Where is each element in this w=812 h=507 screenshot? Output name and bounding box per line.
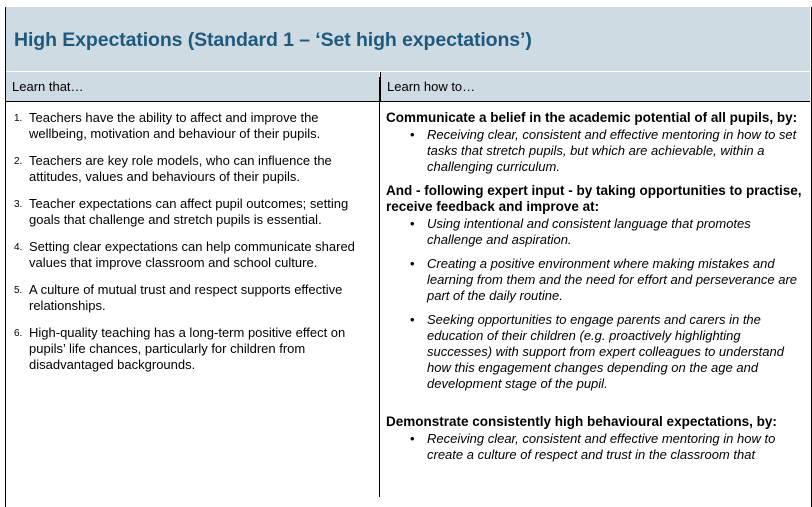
- list-item: 3. Teacher expectations can affect pupil …: [14, 196, 366, 228]
- list-item: • Receiving clear, consistent and effecti…: [386, 431, 804, 463]
- list-item: 5. A culture of mutual trust and respect …: [14, 282, 366, 314]
- item-text: Teacher expectations can affect pupil ou…: [29, 196, 349, 227]
- bullet-icon: •: [410, 127, 415, 142]
- list-item: 1. Teachers have the ability to affect an…: [14, 110, 366, 142]
- list-item: 4. Setting clear expectations can help co…: [14, 239, 366, 271]
- bullet-icon: •: [410, 256, 415, 271]
- bullet-list: • Receiving clear, consistent and effecti…: [386, 431, 804, 463]
- item-number: 1.: [14, 113, 23, 124]
- column-header-learn-that: Learn that…: [6, 72, 379, 102]
- column-header-learn-how: Learn how to…: [380, 72, 810, 102]
- bullet-icon: •: [410, 216, 415, 231]
- item-text: High-quality teaching has a long-term po…: [29, 325, 346, 372]
- learn-how-column: Communicate a belief in the academic pot…: [386, 110, 804, 471]
- item-text: Receiving clear, consistent and effectiv…: [427, 127, 797, 174]
- item-text: Using intentional and consistent languag…: [427, 216, 751, 247]
- item-text: Teachers are key role models, who can in…: [29, 153, 332, 184]
- bullet-icon: •: [410, 431, 415, 446]
- list-item: • Creating a positive environment where m…: [386, 256, 804, 304]
- section-heading: Demonstrate consistently high behavioura…: [386, 414, 777, 429]
- item-number: 5.: [14, 285, 23, 296]
- section-title-band: High Expectations (Standard 1 – ‘Set hig…: [6, 7, 810, 71]
- column-divider: [379, 77, 380, 497]
- item-text: Setting clear expectations can help comm…: [29, 239, 355, 270]
- item-number: 2.: [14, 156, 23, 167]
- list-item: 2. Teachers are key role models, who can …: [14, 153, 366, 185]
- list-item: 6. High-quality teaching has a long-term …: [14, 325, 366, 373]
- section-heading: Communicate a belief in the academic pot…: [386, 110, 798, 125]
- item-text: Receiving clear, consistent and effectiv…: [427, 431, 776, 462]
- bullet-list: • Using intentional and consistent langua…: [386, 216, 804, 392]
- page-title: High Expectations (Standard 1 – ‘Set hig…: [14, 29, 532, 51]
- list-item: • Seeking opportunities to engage parents…: [386, 312, 804, 392]
- item-number: 6.: [14, 328, 23, 339]
- learn-that-column: 1. Teachers have the ability to affect an…: [14, 110, 366, 384]
- item-text: Teachers have the ability to affect and …: [29, 110, 321, 141]
- item-text: A culture of mutual trust and respect su…: [29, 282, 343, 313]
- section-heading: And - following expert input - by taking…: [386, 183, 802, 214]
- bullet-list: • Receiving clear, consistent and effecti…: [386, 127, 804, 175]
- item-text: Seeking opportunities to engage parents …: [427, 312, 784, 391]
- bullet-icon: •: [410, 312, 415, 327]
- item-number: 4.: [14, 242, 23, 253]
- item-text: Creating a positive environment where ma…: [427, 256, 797, 303]
- list-item: • Using intentional and consistent langua…: [386, 216, 804, 248]
- item-number: 3.: [14, 199, 23, 210]
- list-item: • Receiving clear, consistent and effecti…: [386, 127, 804, 175]
